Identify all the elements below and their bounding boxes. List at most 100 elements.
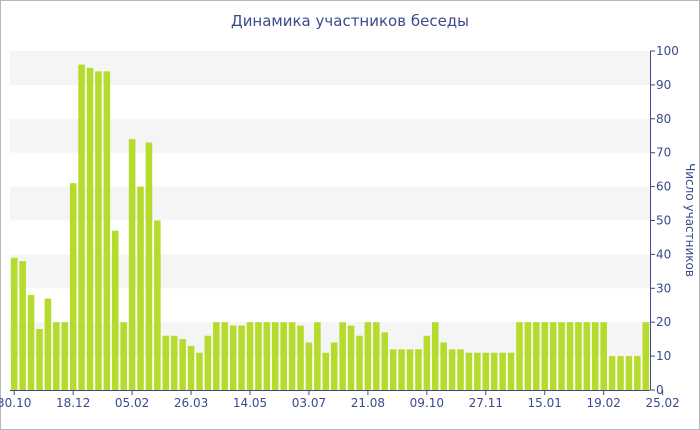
bar [617,356,624,390]
y-tick-label: 90 [656,78,671,92]
bar [229,325,237,390]
bars [10,64,650,390]
bar [61,322,69,390]
y-axis-label: Число участников [683,163,697,277]
y-tick-label: 10 [656,349,671,363]
bar [524,322,532,390]
bar [482,352,490,390]
bar [583,322,591,390]
bar [373,322,380,390]
bar [288,322,296,390]
bar [566,322,574,390]
bar [86,67,94,390]
x-tick-label: 25.02 [645,396,679,410]
bar [431,322,439,390]
x-tick-label: 21.08 [351,396,385,410]
bar [103,71,111,390]
grid-band [10,118,650,153]
bar [221,322,229,390]
y-tick-label: 50 [656,214,671,228]
bar [591,322,599,390]
bar [297,325,304,390]
bar [330,342,338,390]
bar [263,322,271,390]
x-tick-label: 18.12 [56,396,90,410]
bar [507,352,515,390]
bar [44,298,52,390]
bar [625,356,633,390]
bar [398,349,405,390]
bar [600,322,607,390]
bar [516,322,523,390]
y-tick-label: 100 [656,44,679,58]
bar [364,322,372,390]
y-tick-label: 80 [656,112,671,126]
bar [457,349,464,390]
x-tick-label: 03.07 [292,396,326,410]
bar [27,295,35,390]
bar [137,186,144,390]
bar [305,342,313,390]
bar [120,322,127,390]
x-tick-label: 26.03 [174,396,208,410]
bar [196,352,203,390]
x-tick-label: 09.10 [410,396,444,410]
bar [347,325,355,390]
bar [339,322,346,390]
y-tick-label: 0 [656,383,664,397]
bar [415,349,422,390]
bar [145,142,153,390]
grid-band [10,186,650,221]
bar [406,349,414,390]
bar [314,322,321,390]
bar [95,71,102,390]
bar [608,356,616,390]
bar [490,352,498,390]
x-tick-label: 19.02 [587,396,621,410]
bar [558,322,565,390]
bar [271,322,279,390]
bar [381,332,389,390]
x-tick-label: 27.11 [469,396,503,410]
bar [179,339,186,390]
bar [465,352,473,390]
bar [53,322,60,390]
bar [356,335,363,390]
bar [69,183,77,390]
bar [440,342,447,390]
bar [19,261,26,390]
bar [255,322,262,390]
bar [170,335,178,390]
axes: 0 10 20 30 40 50 60 70 80 90 100 30.10 18.12 05.02 26.… [0,44,680,410]
y-tick-label: 40 [656,247,671,261]
bar [322,352,330,390]
bar [154,220,161,390]
bar [389,349,397,390]
x-tick-label: 05.02 [115,396,149,410]
y-tick-label: 60 [656,180,671,194]
chart-title: Динамика участников беседы [230,12,470,30]
x-tick-label: 15.01 [528,396,562,410]
y-tick-label: 20 [656,315,671,329]
y-tick-label: 30 [656,281,671,295]
y-tick-label: 70 [656,146,671,160]
bar [187,345,195,390]
bar [238,325,245,390]
bar [162,335,170,390]
bar [10,257,18,390]
bar [204,335,212,390]
x-tick-label: 14.05 [233,396,267,410]
bar [499,352,506,390]
grid-band [10,51,650,85]
bar [128,139,136,390]
bar [549,322,557,390]
x-tick-label: 30.10 [0,396,31,410]
bar [541,322,549,390]
grid-bands [10,51,650,357]
bar [448,349,456,390]
bar [246,322,254,390]
bar [213,322,220,390]
bar [634,356,641,390]
bar [575,322,582,390]
